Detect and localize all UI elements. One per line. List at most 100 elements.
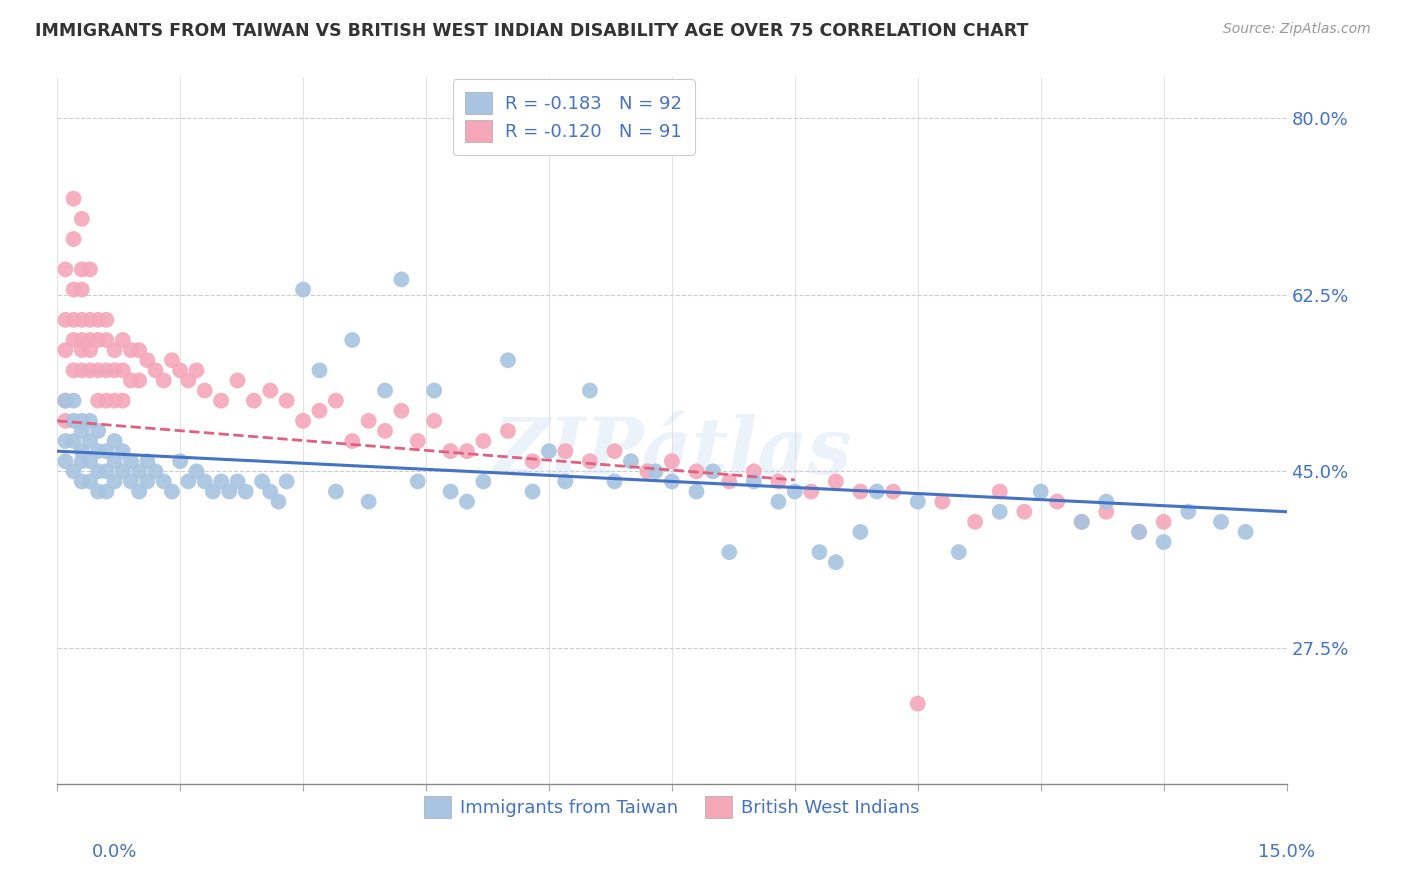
Point — [128, 343, 150, 358]
Point — [111, 393, 134, 408]
Point — [259, 484, 281, 499]
Point — [907, 494, 929, 508]
Point — [70, 343, 93, 358]
Text: Source: ZipAtlas.com: Source: ZipAtlas.com — [1223, 22, 1371, 37]
Point — [423, 414, 446, 428]
Point — [62, 333, 84, 347]
Point — [96, 393, 118, 408]
Point — [136, 475, 159, 489]
Point — [145, 464, 167, 478]
Point — [866, 484, 889, 499]
Point — [70, 211, 93, 226]
Point — [1070, 515, 1092, 529]
Point — [70, 475, 93, 489]
Point — [53, 434, 76, 448]
Point — [62, 313, 84, 327]
Point — [120, 454, 142, 468]
Point — [1046, 494, 1069, 508]
Point — [1128, 524, 1150, 539]
Point — [79, 363, 101, 377]
Legend: Immigrants from Taiwan, British West Indians: Immigrants from Taiwan, British West Ind… — [416, 789, 927, 825]
Point — [374, 384, 396, 398]
Point — [235, 484, 257, 499]
Point — [226, 373, 249, 387]
Point — [357, 414, 380, 428]
Point — [96, 444, 118, 458]
Point — [907, 697, 929, 711]
Point — [79, 434, 101, 448]
Point — [70, 283, 93, 297]
Point — [882, 484, 904, 499]
Point — [103, 475, 125, 489]
Text: ZIPátlas: ZIPátlas — [492, 414, 852, 491]
Point — [96, 363, 118, 377]
Point — [768, 475, 790, 489]
Point — [152, 373, 174, 387]
Point — [522, 484, 544, 499]
Point — [1153, 515, 1175, 529]
Point — [79, 414, 101, 428]
Point — [685, 464, 707, 478]
Point — [120, 475, 142, 489]
Point — [62, 192, 84, 206]
Point — [456, 494, 478, 508]
Point — [201, 484, 224, 499]
Point — [1209, 515, 1232, 529]
Point — [1029, 484, 1052, 499]
Point — [53, 262, 76, 277]
Point — [70, 414, 93, 428]
Point — [87, 484, 110, 499]
Point — [579, 454, 602, 468]
Point — [718, 475, 741, 489]
Point — [53, 393, 76, 408]
Point — [103, 434, 125, 448]
Point — [537, 444, 560, 458]
Point — [620, 454, 643, 468]
Point — [391, 403, 413, 417]
Point — [87, 464, 110, 478]
Point — [768, 494, 790, 508]
Point — [103, 363, 125, 377]
Point — [70, 313, 93, 327]
Point — [218, 484, 240, 499]
Point — [111, 333, 134, 347]
Point — [103, 454, 125, 468]
Point — [70, 262, 93, 277]
Point — [87, 313, 110, 327]
Point — [87, 333, 110, 347]
Point — [169, 363, 191, 377]
Point — [342, 434, 364, 448]
Point — [496, 353, 519, 368]
Point — [702, 464, 724, 478]
Point — [325, 393, 347, 408]
Point — [742, 475, 765, 489]
Point — [522, 454, 544, 468]
Point — [439, 444, 461, 458]
Point — [194, 475, 217, 489]
Point — [53, 414, 76, 428]
Point — [439, 484, 461, 499]
Point — [53, 393, 76, 408]
Point — [70, 424, 93, 438]
Point — [931, 494, 953, 508]
Point — [79, 262, 101, 277]
Point — [849, 524, 872, 539]
Point — [70, 454, 93, 468]
Point — [128, 484, 150, 499]
Point — [965, 515, 987, 529]
Point — [79, 333, 101, 347]
Point — [1095, 505, 1118, 519]
Point — [96, 333, 118, 347]
Point — [79, 475, 101, 489]
Point — [103, 343, 125, 358]
Point — [96, 313, 118, 327]
Text: IMMIGRANTS FROM TAIWAN VS BRITISH WEST INDIAN DISABILITY AGE OVER 75 CORRELATION: IMMIGRANTS FROM TAIWAN VS BRITISH WEST I… — [35, 22, 1029, 40]
Point — [1153, 535, 1175, 549]
Point — [177, 475, 200, 489]
Point — [661, 475, 683, 489]
Point — [603, 444, 626, 458]
Point — [186, 363, 208, 377]
Point — [808, 545, 831, 559]
Point — [160, 353, 183, 368]
Point — [62, 464, 84, 478]
